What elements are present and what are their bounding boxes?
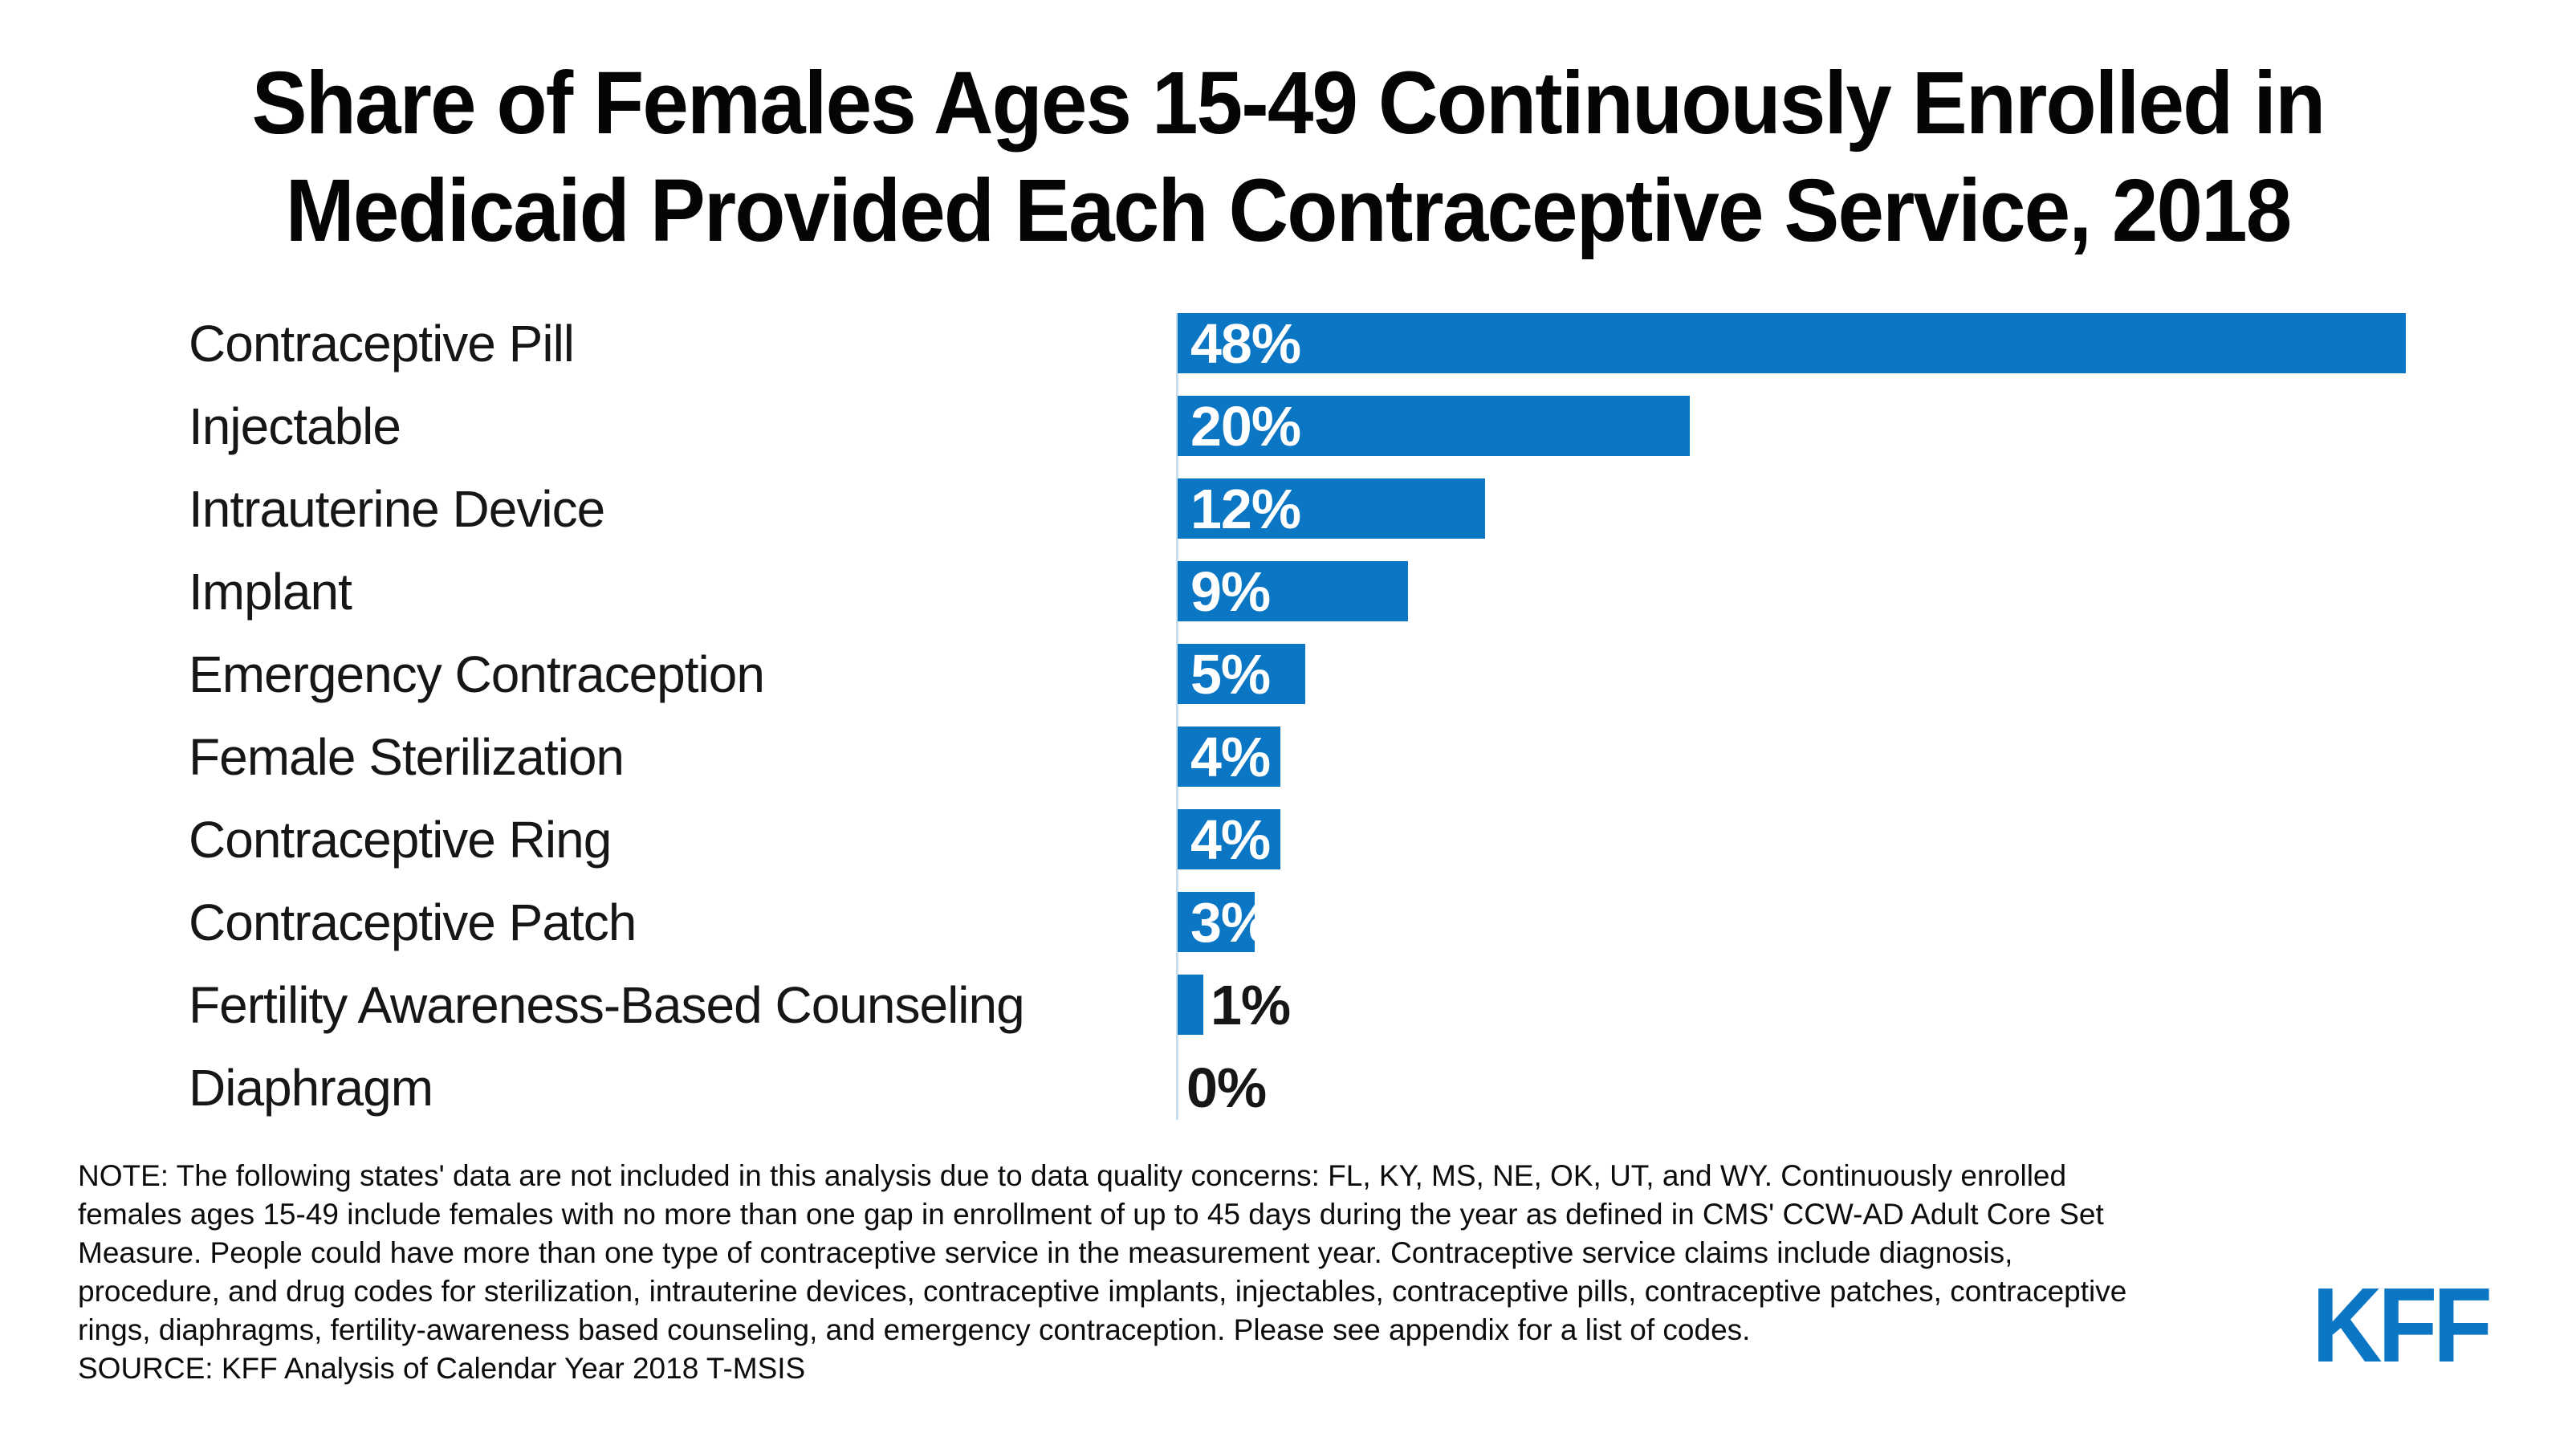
category-label: Implant: [189, 562, 352, 621]
note-line: rings, diaphragms, fertility-awareness b…: [78, 1313, 1751, 1346]
bar-value-label: 9%: [1190, 560, 1271, 623]
bar: [1178, 727, 1280, 787]
chart-row: Fertility Awareness-Based Counseling 1%: [0, 963, 2576, 1046]
bar-value-label: 4%: [1190, 725, 1271, 788]
note-line: NOTE: The following states' data are not…: [78, 1159, 2067, 1192]
bar: [1178, 975, 1203, 1035]
kff-logo: KFF: [2312, 1266, 2493, 1384]
category-label: Female Sterilization: [189, 727, 625, 786]
category-label: Fertility Awareness-Based Counseling: [189, 975, 1025, 1034]
chart-row: Implant 9%: [0, 550, 2576, 633]
category-label: Contraceptive Ring: [189, 810, 612, 869]
note-line: Measure. People could have more than one…: [78, 1236, 2013, 1269]
category-label: Contraceptive Pill: [189, 314, 575, 372]
bar: [1178, 396, 1690, 456]
chart-row: Contraceptive Ring 4%: [0, 798, 2576, 881]
page-title-line-2: Medicaid Provided Each Contraceptive Ser…: [285, 161, 2293, 260]
bar: [1178, 478, 1485, 539]
bar: [1178, 561, 1408, 621]
chart-row: Emergency Contraception 5%: [0, 633, 2576, 715]
chart-row: Female Sterilization 4%: [0, 715, 2576, 798]
category-label: Diaphragm: [189, 1058, 433, 1117]
chart-row: Diaphragm 0%: [0, 1046, 2576, 1129]
chart-row: Intrauterine Device 12%: [0, 467, 2576, 550]
note-line: females ages 15-49 include females with …: [78, 1198, 2104, 1231]
bar: [1178, 313, 2406, 373]
bar-value-label: 1%: [1211, 973, 1291, 1036]
bar-value-label: 20%: [1190, 394, 1301, 458]
bar: [1178, 809, 1280, 869]
chart-row: Contraceptive Patch 3%: [0, 881, 2576, 963]
note-text: NOTE: The following states' data are not…: [78, 1157, 2126, 1388]
category-label: Intrauterine Device: [189, 479, 605, 538]
y-axis-line: [1176, 313, 1178, 1120]
category-label: Injectable: [189, 397, 401, 455]
bar-value-label: 4%: [1190, 808, 1271, 871]
chart-row: Contraceptive Pill 48%: [0, 302, 2576, 385]
bar: [1178, 644, 1305, 704]
bar: [1178, 892, 1255, 952]
chart-row: Injectable 20%: [0, 385, 2576, 467]
page-title: Share of Females Ages 15-49 Continuously…: [77, 50, 2498, 265]
bar-value-label: 5%: [1190, 642, 1271, 706]
page-title-line-1: Share of Females Ages 15-49 Continuously…: [251, 54, 2326, 153]
note-line: procedure, and drug codes for sterilizat…: [78, 1275, 2127, 1308]
bar-value-label: 3%: [1190, 890, 1271, 954]
category-label: Emergency Contraception: [189, 645, 765, 703]
bar-value-label: 48%: [1190, 311, 1301, 375]
note-line: SOURCE: KFF Analysis of Calendar Year 20…: [78, 1352, 806, 1385]
bar-value-label: 12%: [1190, 477, 1301, 540]
bar-value-label: 0%: [1186, 1056, 1267, 1119]
category-label: Contraceptive Patch: [189, 893, 637, 951]
